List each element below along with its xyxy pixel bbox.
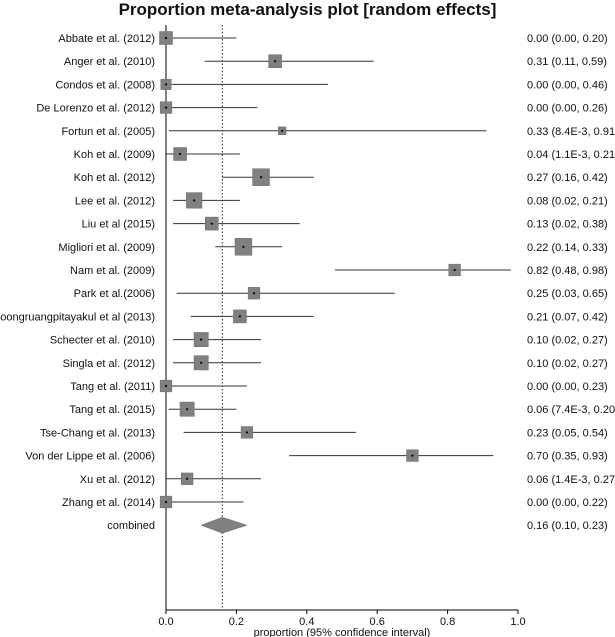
point-estimate-dot — [164, 500, 168, 504]
ci-value-label: 0.13 (0.02, 0.38) — [527, 219, 608, 231]
chart-title: Proportion meta-analysis plot [random ef… — [118, 0, 497, 19]
point-estimate-dot — [164, 106, 168, 109]
study-label: Abbate et al. (2012) — [58, 33, 155, 45]
point-estimate-dot — [193, 199, 196, 202]
study-label: Singla et al. (2012) — [63, 358, 155, 370]
ci-value-label: 0.00 (0.00, 0.22) — [527, 497, 608, 509]
ci-value-label: 0.25 (0.03, 0.65) — [527, 288, 608, 300]
x-tick-label: 0.0 — [158, 616, 173, 628]
x-tick-label: 1.0 — [510, 616, 525, 628]
ci-value-label: 0.27 (0.16, 0.42) — [527, 172, 608, 184]
point-estimate-dot — [245, 431, 249, 434]
ci-value-label: 0.33 (8.4E-3, 0.91) — [527, 126, 615, 138]
ci-value-label: 0.82 (0.48, 0.98) — [527, 265, 608, 277]
point-estimate-dot — [242, 245, 245, 248]
point-estimate-dot — [252, 292, 256, 295]
point-estimate-dot — [238, 315, 242, 318]
study-label: Anger et al. (2010) — [64, 56, 155, 68]
combined-ci-value-label: 0.16 (0.10, 0.23) — [527, 520, 608, 532]
point-estimate-dot — [200, 361, 203, 364]
study-label: Tang et al. (2011) — [70, 381, 155, 393]
study-label: Liu et al (2015) — [82, 219, 155, 231]
ci-value-label: 0.21 (0.07, 0.42) — [527, 311, 608, 323]
ci-value-label: 0.31 (0.11, 0.59) — [527, 56, 607, 68]
point-estimate-dot — [186, 477, 189, 480]
study-label: Schecter et al. (2010) — [50, 335, 155, 347]
study-label: Roongruangpitayakul et al (2013) — [0, 311, 155, 323]
point-estimate-dot — [259, 176, 263, 179]
study-label: Zhang et al. (2014) — [62, 497, 155, 509]
point-estimate-dot — [164, 384, 168, 388]
ci-value-label: 0.70 (0.35, 0.93) — [527, 451, 608, 463]
ci-value-label: 0.22 (0.14, 0.33) — [527, 242, 608, 254]
point-estimate-dot — [274, 60, 277, 63]
point-estimate-dot — [200, 338, 203, 341]
study-label: Xu et al. (2012) — [80, 474, 155, 486]
ci-value-label: 0.04 (1.1E-3, 0.21) — [527, 149, 615, 161]
point-estimate-dot — [164, 83, 168, 86]
ci-value-label: 0.10 (0.02, 0.27) — [527, 358, 608, 370]
point-estimate-dot — [178, 152, 182, 156]
study-label: Koh et al. (2009) — [74, 149, 155, 161]
study-label: De Lorenzo et al. (2012) — [36, 103, 155, 115]
study-label: Park et al.(2006) — [74, 288, 155, 300]
ci-value-label: 0.00 (0.00, 0.46) — [527, 79, 608, 91]
study-label: Koh et al. (2012) — [74, 172, 155, 184]
study-label: Tang et al. (2015) — [69, 404, 155, 416]
study-label: Fortun et al. (2005) — [61, 126, 155, 138]
x-tick-label: 0.8 — [440, 616, 455, 628]
ci-value-label: 0.00 (0.00, 0.20) — [527, 33, 608, 45]
study-label: Condos et al. (2008) — [55, 79, 155, 91]
point-estimate-dot — [210, 222, 213, 225]
ci-value-label: 0.00 (0.00, 0.23) — [527, 381, 608, 393]
study-label: Nam et al. (2009) — [70, 265, 155, 277]
study-label: Von der Lippe et al. (2006) — [25, 451, 155, 463]
x-axis-title: proportion (95% confidence interval) — [254, 627, 431, 637]
x-tick-label: 0.4 — [299, 616, 314, 628]
ci-value-label: 0.06 (1.4E-3, 0.27) — [527, 474, 615, 486]
point-estimate-dot — [164, 36, 168, 40]
point-estimate-dot — [281, 129, 284, 132]
study-label: Migliori et al. (2009) — [58, 242, 155, 254]
combined-diamond — [200, 516, 248, 534]
ci-value-label: 0.10 (0.02, 0.27) — [527, 335, 608, 347]
study-label: Tse-Chang et al. (2013) — [40, 427, 155, 439]
point-estimate-dot — [453, 268, 456, 272]
point-estimate-dot — [411, 454, 414, 457]
ci-value-label: 0.00 (0.00, 0.26) — [527, 103, 608, 115]
ci-value-label: 0.23 (0.05, 0.54) — [527, 427, 608, 439]
point-estimate-dot — [186, 408, 189, 411]
x-tick-label: 0.2 — [229, 616, 244, 628]
x-tick-label: 0.6 — [370, 616, 385, 628]
ci-value-label: 0.06 (7.4E-3, 0.20) — [527, 404, 615, 416]
combined-label: combined — [107, 520, 155, 532]
study-label: Lee et al. (2012) — [75, 195, 155, 207]
ci-value-label: 0.08 (0.02, 0.21) — [527, 195, 608, 207]
